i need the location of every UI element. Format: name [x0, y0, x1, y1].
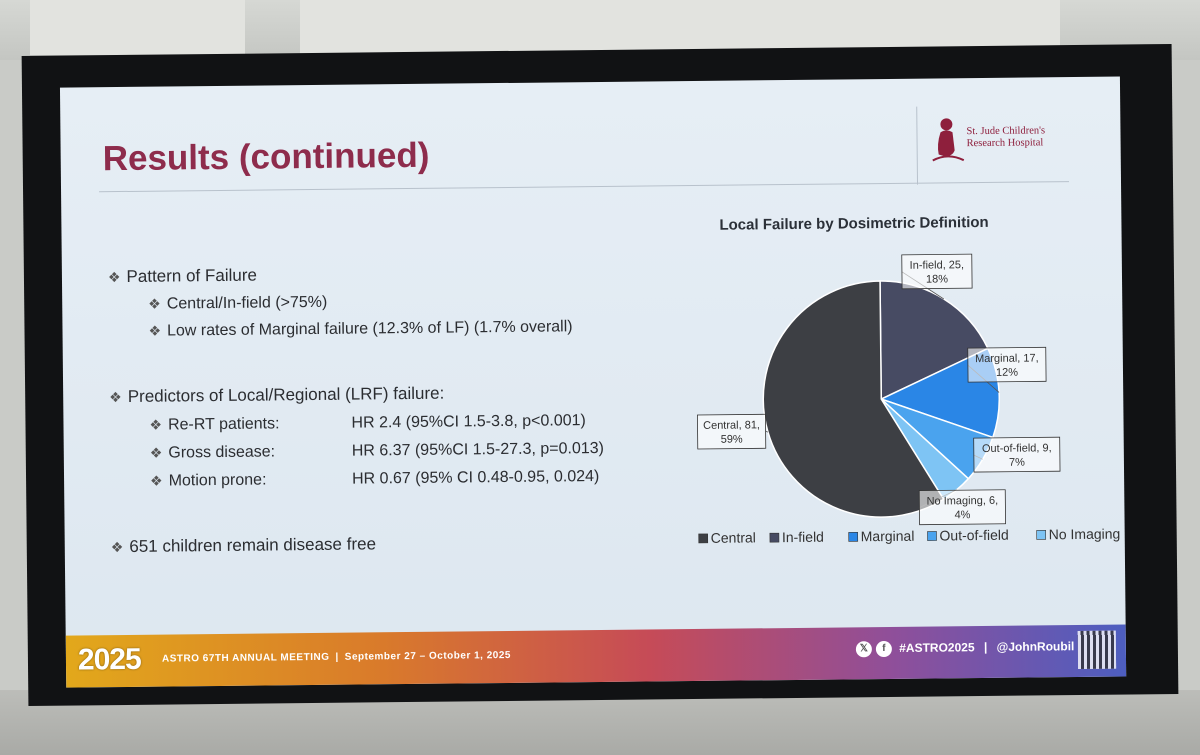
predictor-value: HR 0.67 (95% CI 0.48-0.95, 0.024): [351, 468, 600, 488]
predictor-label: Gross disease:: [168, 443, 276, 462]
pattern-heading: Pattern of Failure: [126, 265, 258, 286]
pattern-item-1: Central/In-field (>75%): [166, 293, 328, 313]
callout-box: [697, 413, 767, 450]
data-label: Marginal, 17,: [975, 352, 1039, 365]
bullet-central-infield: ❖ Central/In-field (>75%): [148, 294, 327, 314]
callout-box: [967, 346, 1047, 383]
bullet-predictors: ❖ Predictors of Local/Regional (LRF) fail…: [109, 384, 444, 408]
projection-screen: Results (continued) St. Jude Children's …: [21, 43, 1179, 707]
legend-label: Marginal: [861, 528, 915, 545]
meeting-info: ASTRO 67TH ANNUAL MEETING | September 27 –…: [162, 650, 511, 665]
meeting-name: ASTRO 67TH ANNUAL MEETING: [161, 651, 330, 665]
legend-label: In-field: [782, 529, 824, 545]
legend-label: Central: [711, 529, 756, 545]
bullet-disease-free: ❖ 651 children remain disease free: [111, 534, 376, 557]
title-rule: [99, 181, 1070, 193]
slide-title: Results (continued): [102, 135, 430, 179]
separator: |: [983, 640, 988, 655]
separator: |: [335, 651, 339, 663]
data-label-percent: 7%: [1009, 457, 1025, 469]
legend-swatch: [1036, 530, 1047, 540]
bullet-pattern: ❖ Pattern of Failure: [108, 266, 257, 288]
predictor-row: ❖ Motion prone:: [150, 471, 267, 490]
callout-box: [973, 436, 1061, 473]
slide: Results (continued) St. Jude Children's …: [59, 76, 1127, 688]
predictor-label: Motion prone:: [168, 471, 267, 490]
predictor-row: ❖ Re-RT patients:: [149, 415, 279, 434]
bullet-list: ❖ Pattern of Failure ❖ Central/In-field (>…: [108, 261, 668, 556]
diamond-bullet-icon: ❖: [149, 472, 163, 489]
astro-year-logo: 2025: [77, 642, 141, 677]
legend-swatch: [927, 531, 937, 541]
pattern-item-2: Low rates of Marginal failure (12.3% of …: [166, 318, 573, 340]
callout-box: [901, 253, 973, 290]
callout-box: [918, 489, 1006, 526]
facebook-icon: f: [875, 640, 892, 658]
data-label: No Imaging, 6,: [927, 495, 999, 508]
predictors-heading: Predictors of Local/Regional (LRF) failu…: [127, 383, 445, 406]
hashtag: #ASTRO2025: [899, 640, 975, 656]
pie-slice-in-field: [879, 280, 989, 401]
legend-swatch: [698, 533, 709, 544]
data-label-percent: 59%: [721, 434, 743, 446]
logo-line-1: St. Jude Children's: [966, 125, 1046, 138]
twitter-handle: @JohnRoubil: [996, 639, 1075, 655]
predictor-value: HR 2.4 (95%CI 1.5-3.8, p<0.001): [351, 412, 586, 432]
legend-label: Out-of-field: [939, 527, 1008, 544]
meeting-dates: September 27 – October 1, 2025: [344, 649, 512, 663]
logo-line-2: Research Hospital: [966, 137, 1044, 150]
data-label: Central, 81,: [703, 419, 760, 432]
disease-free-text: 651 children remain disease free: [129, 534, 377, 556]
legend-swatch: [848, 532, 859, 542]
data-label: Out-of-field, 9,: [982, 442, 1052, 455]
data-label-percent: 18%: [926, 273, 948, 285]
predictor-label: Re-RT patients:: [167, 415, 280, 434]
diamond-bullet-icon: ❖: [148, 295, 161, 312]
data-label-percent: 12%: [996, 367, 1018, 379]
chart-title: Local Failure by Dosimetric Definition: [719, 213, 989, 234]
logo-text: St. Jude Children's Research Hospital: [966, 125, 1045, 150]
bullet-marginal: ❖ Low rates of Marginal failure (12.3% of…: [148, 318, 572, 340]
footer-banner: 2025 ASTRO 67TH ANNUAL MEETING | September…: [65, 624, 1127, 688]
legend-label: No Imaging: [1049, 526, 1121, 543]
legend-swatch: [769, 532, 780, 543]
data-label: In-field, 25,: [910, 259, 965, 272]
predictor-row: ❖ Gross disease:: [150, 443, 275, 462]
diamond-bullet-icon: ❖: [110, 539, 124, 556]
diamond-bullet-icon: ❖: [148, 322, 162, 339]
pie-chart: In-field, 25,18% Marginal, 17, 12% Out-of-f…: [697, 253, 1121, 546]
pie-slice-central: [762, 280, 945, 518]
wall-panel-left: [30, 0, 245, 55]
x-icon: 𝕏: [855, 641, 872, 658]
logo-divider: [916, 106, 919, 185]
diamond-bullet-icon: ❖: [109, 389, 122, 406]
diamond-bullet-icon: ❖: [149, 416, 163, 433]
diamond-bullet-icon: ❖: [149, 444, 163, 461]
predictor-value: HR 6.37 (95%CI 1.5-27.3, p=0.013): [351, 439, 605, 460]
st-jude-logo: St. Jude Children's Research Hospital: [930, 115, 1081, 167]
diamond-bullet-icon: ❖: [107, 269, 121, 286]
qr-code-icon: [1077, 630, 1117, 670]
data-label-percent: 4%: [954, 509, 970, 521]
child-silhouette-icon: [932, 118, 965, 162]
